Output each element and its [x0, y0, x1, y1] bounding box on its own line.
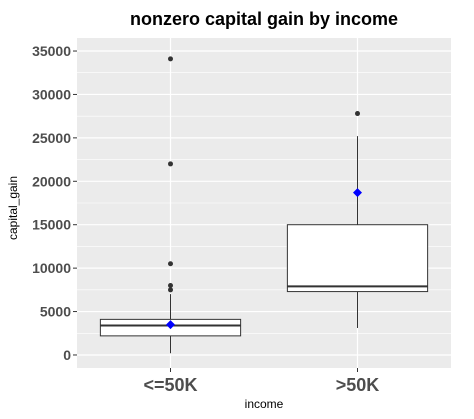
outlier-point	[168, 56, 173, 62]
outlier-point	[168, 287, 173, 293]
y-tick-label: 0	[63, 347, 71, 363]
y-tick-label: 5000	[40, 304, 71, 320]
box-1	[99, 56, 242, 354]
x-axis: <=50K >50K	[143, 368, 379, 395]
mean-marker	[166, 320, 175, 330]
y-tick-label: 30000	[32, 86, 71, 102]
outlier-point	[168, 283, 173, 288]
y-tick-label: 25000	[32, 130, 71, 146]
box-iqr	[286, 224, 429, 293]
mean-marker	[353, 188, 362, 198]
x-tick-label: >50K	[336, 375, 380, 395]
outlier-point	[168, 161, 173, 167]
box-2	[286, 111, 429, 329]
y-axis: 0 5000 10000 15000 20000 25000 30000 35000	[32, 43, 77, 363]
box-series	[99, 56, 429, 354]
x-tick-label: <=50K	[143, 375, 197, 395]
chart-title: nonzero capital gain by income	[130, 9, 398, 29]
outlier-point	[168, 261, 173, 267]
y-axis-title: capital_gain	[6, 176, 20, 240]
y-tick-label: 20000	[32, 173, 71, 189]
y-tick-label: 35000	[32, 43, 71, 59]
outlier-point	[355, 111, 360, 117]
x-axis-title: income	[245, 397, 284, 411]
y-tick-label: 15000	[32, 217, 71, 233]
y-tick-label: 10000	[32, 260, 71, 276]
